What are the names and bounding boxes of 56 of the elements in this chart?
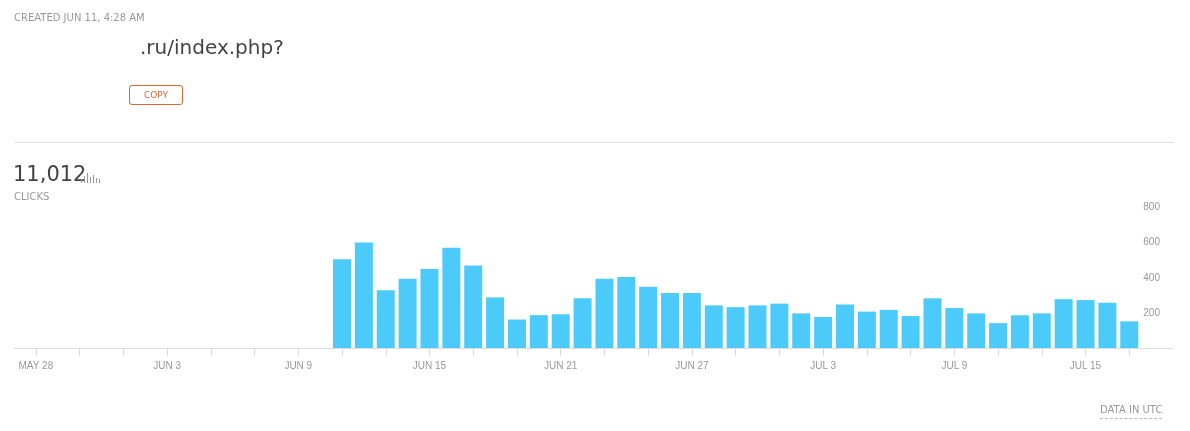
text: .ru/index.php? <box>140 35 284 59</box>
x-tick-label: JUL 3 <box>810 359 837 371</box>
bar <box>1098 302 1117 348</box>
bar <box>486 297 505 348</box>
text: COPY <box>129 85 184 105</box>
text: CREATED JUN 11, 4:28 AM <box>14 12 145 23</box>
bar <box>442 247 461 348</box>
bar <box>879 309 898 348</box>
bar <box>1032 313 1051 348</box>
bar <box>814 316 833 348</box>
bar <box>857 311 876 348</box>
x-tick-label: JUN 15 <box>412 359 447 371</box>
bar <box>595 278 614 348</box>
bar <box>464 265 483 348</box>
text: 11,012 <box>13 162 87 186</box>
bar <box>617 277 636 348</box>
y-tick-label: 800 <box>1143 200 1161 212</box>
bar <box>551 314 570 348</box>
bar <box>507 319 526 348</box>
x-tick-label: JUN 9 <box>284 359 313 371</box>
x-tick-label: MAY 28 <box>18 359 54 371</box>
bar <box>354 242 373 348</box>
bar <box>682 292 701 348</box>
bar <box>792 313 811 348</box>
y-tick-label: 600 <box>1143 236 1161 247</box>
x-tick-label: JUN 21 <box>544 359 578 371</box>
bar <box>901 316 920 348</box>
bar <box>661 292 680 348</box>
bar <box>420 269 439 348</box>
bar <box>639 286 658 348</box>
bar <box>1120 321 1139 348</box>
bar <box>333 259 352 348</box>
y-tick-label: 400 <box>1143 271 1161 283</box>
bar <box>529 315 548 348</box>
text: DATA IN UTC <box>1100 404 1163 419</box>
bar <box>989 323 1008 348</box>
x-tick-label: JUL 15 <box>1069 359 1102 371</box>
bar <box>704 305 723 348</box>
bar <box>1054 299 1073 348</box>
x-tick-label: JUN 27 <box>675 359 710 371</box>
y-tick-label: 200 <box>1143 307 1161 318</box>
bar <box>835 304 854 348</box>
bar <box>1076 300 1095 348</box>
x-tick-label: JUL 9 <box>941 359 968 371</box>
bar <box>398 278 417 348</box>
x-tick-label: JUN 3 <box>153 359 182 371</box>
bar <box>923 298 942 348</box>
bar <box>726 307 745 348</box>
bar <box>748 305 767 348</box>
bar <box>1010 315 1029 348</box>
bar <box>376 290 395 348</box>
text: CLICKS <box>14 191 50 202</box>
bar <box>770 303 789 348</box>
bar <box>945 308 964 348</box>
bar <box>573 298 592 348</box>
bar <box>967 313 986 348</box>
